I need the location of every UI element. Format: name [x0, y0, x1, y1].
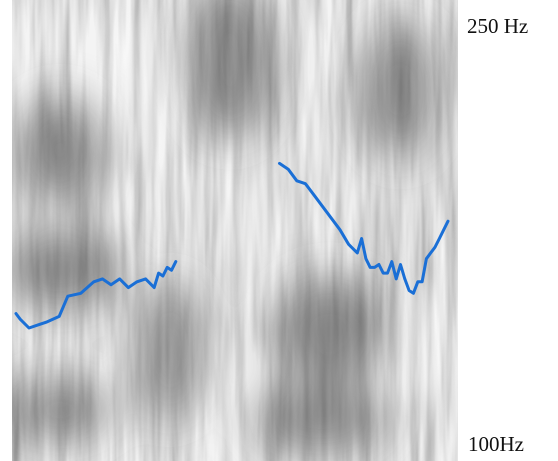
spectrogram: [12, 0, 458, 461]
y-tick-label-top: 250 Hz: [467, 14, 528, 38]
pitch-track-2: [278, 161, 450, 295]
y-tick-label-bottom: 100Hz: [468, 432, 524, 456]
pitch-track-1: [14, 260, 178, 330]
pitch-tracks: [14, 161, 450, 330]
